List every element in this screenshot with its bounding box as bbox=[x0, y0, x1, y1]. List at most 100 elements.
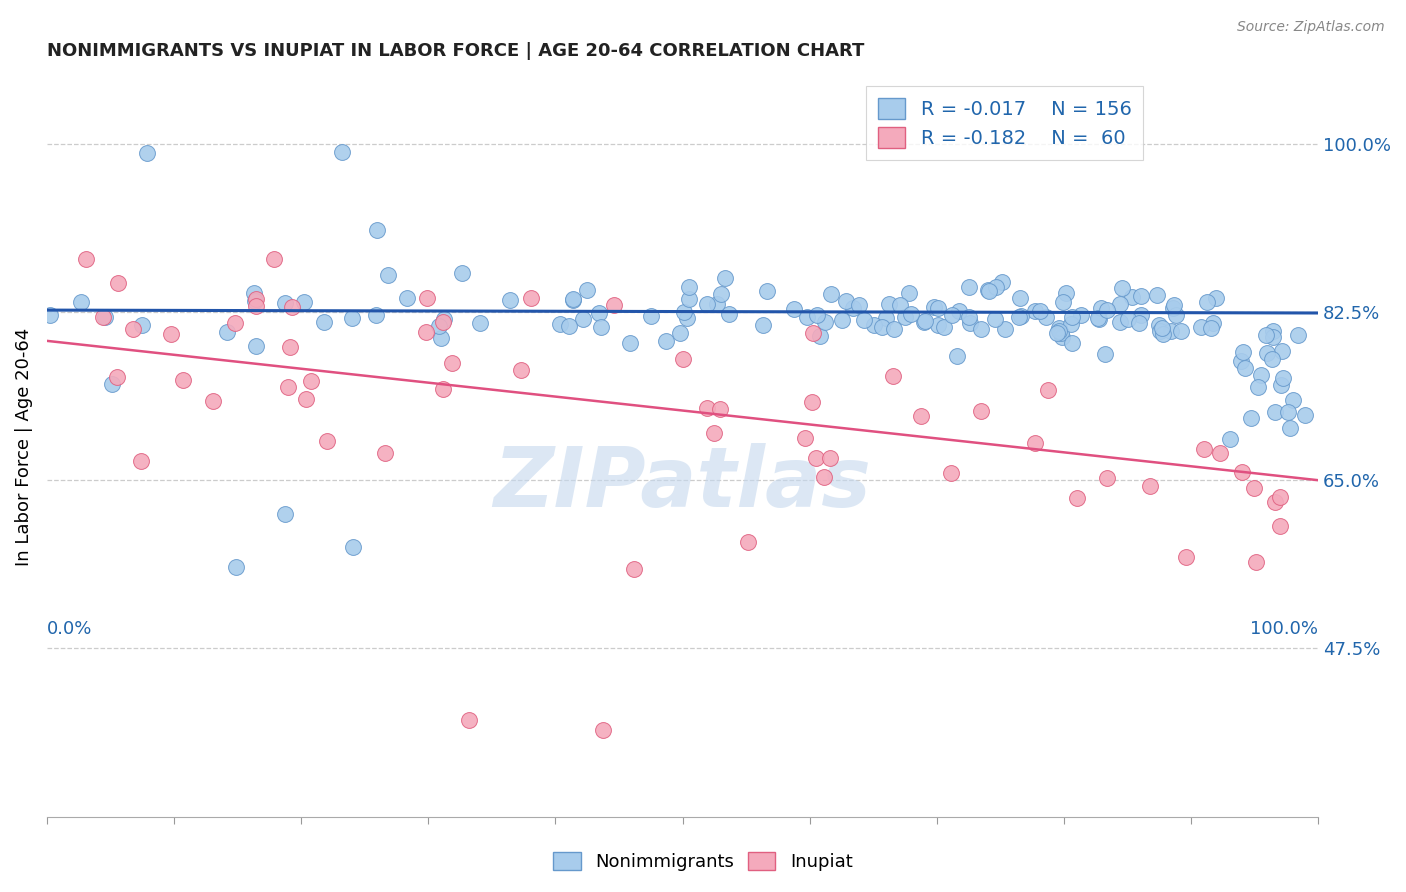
Point bbox=[1270, 378, 1292, 392]
Point bbox=[1230, 465, 1253, 479]
Point bbox=[801, 326, 824, 340]
Point bbox=[831, 313, 853, 327]
Point bbox=[295, 392, 318, 407]
Point bbox=[941, 309, 963, 323]
Point bbox=[717, 307, 740, 321]
Point bbox=[898, 285, 921, 300]
Point bbox=[1205, 291, 1227, 305]
Point bbox=[1129, 308, 1152, 322]
Point bbox=[1232, 345, 1254, 359]
Point bbox=[136, 146, 159, 161]
Point bbox=[1294, 408, 1316, 422]
Point bbox=[696, 297, 718, 311]
Point bbox=[655, 334, 678, 348]
Legend: Nonimmigrants, Inupiat: Nonimmigrants, Inupiat bbox=[546, 845, 860, 879]
Point bbox=[202, 394, 225, 409]
Point bbox=[703, 425, 725, 440]
Point bbox=[755, 284, 778, 298]
Point bbox=[562, 292, 585, 306]
Point bbox=[245, 299, 267, 313]
Point bbox=[263, 252, 285, 267]
Point bbox=[1060, 310, 1083, 324]
Point bbox=[364, 308, 387, 322]
Point bbox=[1261, 352, 1284, 367]
Point bbox=[927, 301, 949, 315]
Point bbox=[1052, 294, 1074, 309]
Point bbox=[922, 300, 945, 314]
Point bbox=[806, 308, 828, 322]
Point bbox=[1094, 347, 1116, 361]
Point bbox=[737, 534, 759, 549]
Point bbox=[804, 450, 827, 465]
Point bbox=[273, 507, 295, 521]
Point bbox=[1247, 380, 1270, 394]
Point bbox=[640, 309, 662, 323]
Point bbox=[1010, 292, 1032, 306]
Point bbox=[1281, 393, 1303, 408]
Point bbox=[312, 315, 335, 329]
Point bbox=[623, 562, 645, 576]
Point bbox=[160, 327, 183, 342]
Point bbox=[1234, 361, 1257, 376]
Point bbox=[883, 322, 905, 336]
Point bbox=[678, 292, 700, 306]
Point bbox=[498, 293, 520, 308]
Point bbox=[245, 339, 267, 353]
Text: NONIMMIGRANTS VS INUPIAT IN LABOR FORCE | AGE 20-64 CORRELATION CHART: NONIMMIGRANTS VS INUPIAT IN LABOR FORCE … bbox=[46, 42, 865, 60]
Point bbox=[1261, 324, 1284, 338]
Point bbox=[342, 541, 364, 555]
Point bbox=[1202, 316, 1225, 330]
Point bbox=[1174, 550, 1197, 565]
Point bbox=[818, 450, 841, 465]
Point bbox=[814, 315, 837, 329]
Point bbox=[1240, 410, 1263, 425]
Point bbox=[280, 340, 302, 354]
Point bbox=[366, 223, 388, 237]
Point bbox=[1070, 308, 1092, 322]
Point bbox=[69, 294, 91, 309]
Point bbox=[224, 316, 246, 330]
Point bbox=[588, 306, 610, 320]
Point bbox=[1272, 370, 1295, 384]
Point bbox=[1139, 479, 1161, 493]
Point bbox=[894, 310, 917, 324]
Point bbox=[1264, 405, 1286, 419]
Point bbox=[602, 298, 624, 312]
Point bbox=[696, 401, 718, 415]
Point bbox=[977, 283, 1000, 297]
Point bbox=[1008, 310, 1031, 325]
Point bbox=[299, 375, 322, 389]
Point bbox=[820, 287, 842, 301]
Point bbox=[1279, 421, 1302, 435]
Point bbox=[520, 291, 543, 305]
Point bbox=[848, 298, 870, 312]
Point bbox=[592, 723, 614, 737]
Point bbox=[217, 325, 239, 339]
Point bbox=[872, 320, 894, 334]
Point bbox=[752, 318, 775, 333]
Point bbox=[1161, 301, 1184, 316]
Point bbox=[94, 310, 117, 325]
Point bbox=[853, 312, 876, 326]
Point bbox=[1268, 491, 1291, 505]
Point bbox=[1149, 318, 1171, 333]
Point bbox=[1256, 327, 1278, 342]
Point bbox=[1166, 308, 1188, 322]
Point bbox=[1261, 330, 1284, 344]
Point bbox=[910, 409, 932, 423]
Point bbox=[986, 280, 1008, 294]
Point bbox=[468, 316, 491, 330]
Point bbox=[672, 352, 695, 367]
Point bbox=[550, 318, 572, 332]
Point bbox=[281, 300, 304, 314]
Point bbox=[277, 379, 299, 393]
Point bbox=[1230, 354, 1253, 368]
Point bbox=[1244, 555, 1267, 569]
Point bbox=[1170, 324, 1192, 338]
Point bbox=[105, 370, 128, 384]
Point bbox=[1066, 491, 1088, 505]
Point bbox=[121, 322, 143, 336]
Point bbox=[1047, 321, 1070, 335]
Point bbox=[889, 298, 911, 312]
Point bbox=[1059, 317, 1081, 331]
